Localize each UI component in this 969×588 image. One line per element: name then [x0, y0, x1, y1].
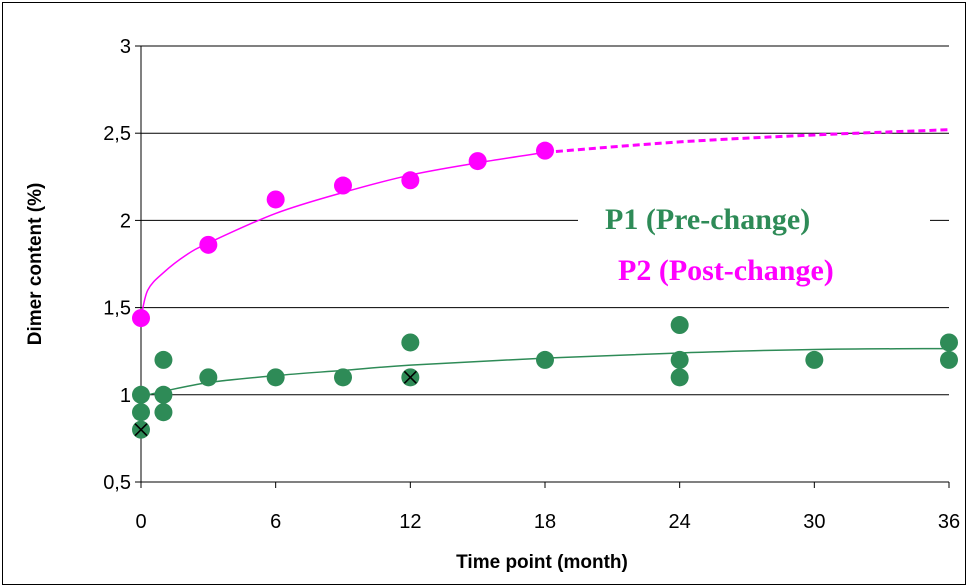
- data-point-series-1: [670, 350, 689, 369]
- y-tick-label: 1,5: [103, 298, 131, 320]
- legend-p2: P2 (Post-change): [618, 254, 834, 287]
- data-point-series-2: [468, 152, 487, 171]
- data-point-series-2: [266, 190, 285, 209]
- x-marker: [403, 370, 417, 384]
- x-tick-labels: 0 6 12 18 24 30 36: [135, 482, 960, 533]
- data-point-series-1: [940, 333, 958, 352]
- data-point-series-1: [132, 385, 150, 404]
- x-tick-label: 12: [399, 511, 421, 533]
- trend-extrapolation-series-2: [544, 128, 950, 154]
- y-tick-label: 2,5: [103, 123, 131, 145]
- x-tick-label: 18: [534, 511, 556, 533]
- trend-line-series-2: [140, 151, 546, 319]
- x-tick-label: 24: [669, 511, 691, 533]
- data-point-series-2: [401, 171, 420, 190]
- y-tick-label: 0,5: [103, 472, 131, 494]
- y-tick-labels: 0,5 1 1,5 2 2,5 3: [103, 36, 141, 494]
- data-point-series-2: [334, 176, 352, 195]
- data-point-series-1: [154, 385, 173, 404]
- data-point-series-1: [154, 350, 173, 369]
- data-point-series-2: [199, 235, 218, 254]
- x-axis-title: Time point (month): [456, 552, 628, 573]
- legend-p1: P1 (Pre-change): [605, 203, 810, 236]
- data-point-series-1: [536, 350, 554, 369]
- data-points: [132, 141, 958, 439]
- data-point-series-1: [132, 403, 150, 422]
- x-tick-label: 36: [938, 511, 960, 533]
- data-point-series-2: [536, 141, 554, 160]
- data-point-series-1: [940, 350, 958, 369]
- legend-background: [578, 190, 930, 294]
- data-point-series-1: [805, 350, 824, 369]
- data-point-series-2: [132, 309, 150, 328]
- data-point-series-1: [670, 316, 689, 335]
- grid-layer: [141, 45, 949, 396]
- y-tick-label: 2: [120, 210, 131, 232]
- data-point-series-1: [199, 368, 218, 387]
- y-axis-title: Dimer content (%): [25, 183, 46, 346]
- x-marker: [134, 423, 148, 437]
- data-point-series-1: [154, 403, 173, 422]
- data-point-series-1: [401, 333, 420, 352]
- x-tick-label: 6: [270, 511, 281, 533]
- data-point-series-1: [334, 368, 352, 387]
- x-tick-label: 30: [803, 511, 825, 533]
- x-tick-label: 0: [135, 511, 146, 533]
- data-point-series-1: [266, 368, 285, 387]
- y-tick-label: 1: [120, 385, 131, 407]
- y-tick-label: 3: [120, 36, 131, 58]
- data-point-series-1: [670, 368, 689, 387]
